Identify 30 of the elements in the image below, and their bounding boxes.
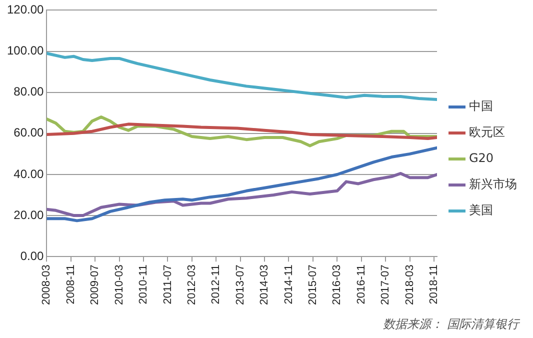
x-tick-label: 2012-11 bbox=[210, 264, 222, 304]
y-tick-label: 40.00 bbox=[14, 166, 44, 181]
y-tick-label: 120.00 bbox=[7, 2, 44, 17]
y-tick-label: 100.00 bbox=[7, 44, 44, 58]
legend-label: 欧元区 bbox=[469, 125, 505, 140]
y-tick-label: 0.00 bbox=[20, 248, 44, 263]
x-tick-label: 2013-07 bbox=[234, 264, 246, 306]
y-tick-label: 20.00 bbox=[14, 208, 44, 222]
x-tick-label: 2018-11 bbox=[428, 264, 440, 304]
source-note: 数据来源： 国际清算银行 bbox=[383, 316, 519, 333]
x-tick-label: 2012-03 bbox=[186, 264, 198, 306]
x-tick-label: 2011-07 bbox=[162, 264, 174, 304]
legend-label: G20 bbox=[469, 151, 494, 166]
y-tick-label: 80.00 bbox=[14, 84, 44, 99]
x-tick-label: 2008-11 bbox=[64, 264, 77, 304]
x-tick-label: 2014-11 bbox=[282, 264, 295, 304]
x-tick-label: 2010-11 bbox=[138, 264, 150, 304]
legend-label: 中国 bbox=[469, 99, 493, 114]
x-tick-label: 2009-07 bbox=[89, 264, 102, 306]
x-tick-label: 2015-07 bbox=[306, 264, 319, 306]
x-tick-label: 2018-03 bbox=[404, 264, 416, 306]
legend-label: 美国 bbox=[469, 203, 493, 218]
x-tick-label: 2008-03 bbox=[40, 264, 53, 306]
x-tick-label: 2010-03 bbox=[113, 264, 126, 306]
x-tick-label: 2016-03 bbox=[331, 264, 344, 306]
x-tick-label: 2014-03 bbox=[258, 264, 271, 306]
x-tick-label: 2016-11 bbox=[355, 264, 368, 304]
legend-label: 新兴市场 bbox=[469, 177, 517, 192]
y-tick-label: 60.00 bbox=[14, 126, 44, 140]
x-tick-label: 2017-07 bbox=[380, 264, 392, 306]
